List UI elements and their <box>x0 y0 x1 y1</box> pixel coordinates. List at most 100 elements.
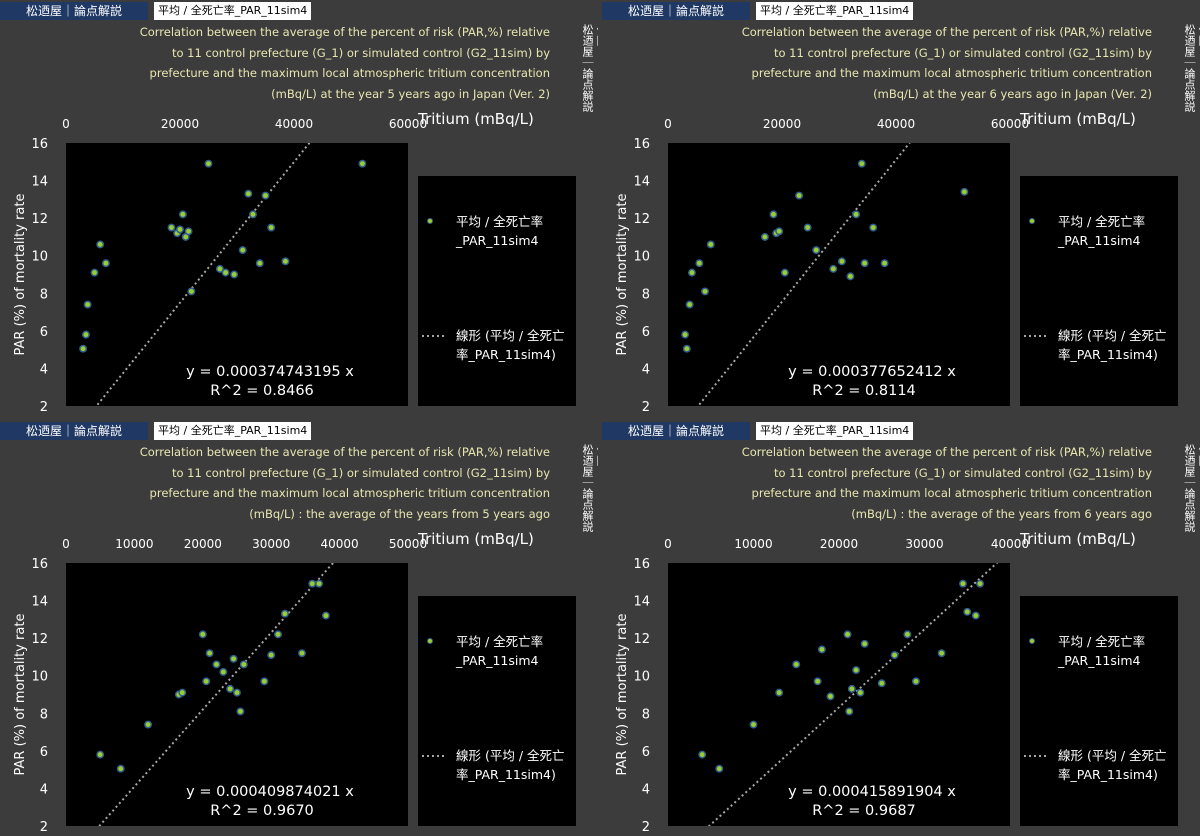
x-tick-label: 30000 <box>905 537 943 551</box>
y-tick-label: 14 <box>31 595 48 610</box>
y-tick-label: 16 <box>31 557 48 572</box>
x-tick-label: 20000 <box>820 537 858 551</box>
r-squared-label: R^2 = 0.8466 <box>210 383 314 399</box>
y-tick-label: 8 <box>40 287 48 302</box>
y-axis-label: PAR (%) of mortality rate <box>13 614 28 776</box>
data-point <box>775 227 784 236</box>
data-point <box>795 191 804 200</box>
chart-title-line: Correlation between the average of the p… <box>741 25 1152 39</box>
legend: 平均 / 全死亡率_PAR_11sim4 線形 (平均 / 全死亡率_PAR_11… <box>418 596 576 826</box>
data-point <box>812 246 821 255</box>
y-tick-label: 4 <box>642 782 650 797</box>
data-point <box>860 259 869 268</box>
y-tick-label: 10 <box>633 250 650 265</box>
y-tick-label: 8 <box>642 287 650 302</box>
data-point <box>226 684 235 693</box>
y-tick-label: 14 <box>633 595 650 610</box>
data-point <box>229 654 238 663</box>
y-tick-label: 12 <box>633 632 650 647</box>
side-source-note: PAR of death rates in each prefecture (1… <box>1183 444 1200 532</box>
r-squared-label: R^2 = 0.9687 <box>812 803 916 819</box>
legend-trendline-label: 線形 (平均 / 全死亡率_PAR_11sim4) <box>456 328 565 362</box>
brand-label: 松迺屋｜論点解説 <box>602 2 750 20</box>
y-tick-label: 4 <box>40 782 48 797</box>
data-point <box>230 270 239 279</box>
chart-title: Correlation between the average of the p… <box>712 442 1152 524</box>
chart-title-line: Correlation between the average of the p… <box>741 445 1152 459</box>
data-point <box>315 579 324 588</box>
chart-title: Correlation between the average of the p… <box>110 22 550 104</box>
data-point <box>826 692 835 701</box>
trendline <box>98 563 335 826</box>
legend-trendline-label: 線形 (平均 / 全死亡率_PAR_11sim4) <box>1058 328 1167 362</box>
legend-marker-series <box>427 218 433 224</box>
r-squared-label: R^2 = 0.8114 <box>812 383 916 399</box>
data-point <box>960 187 969 196</box>
r-squared-label: R^2 = 0.9670 <box>210 803 314 819</box>
data-point <box>308 579 317 588</box>
data-point <box>239 660 248 669</box>
data-point <box>261 191 270 200</box>
legend-marker-series <box>1029 218 1035 224</box>
data-point <box>837 257 846 266</box>
y-axis-label: PAR (%) of mortality rate <box>615 194 630 356</box>
data-point <box>178 210 187 219</box>
chart-title-line: to 11 control prefecture (G_1) or simula… <box>171 465 550 480</box>
x-tick-label: 10000 <box>115 537 153 551</box>
data-point <box>959 579 967 588</box>
data-point <box>860 639 869 648</box>
data-point <box>845 707 854 716</box>
y-axis-label: PAR (%) of mortality rate <box>13 194 28 356</box>
data-point <box>685 300 694 309</box>
data-point <box>116 764 125 773</box>
x-tick-label: 50000 <box>389 537 427 551</box>
y-tick-label: 12 <box>31 632 48 647</box>
data-point <box>843 630 852 639</box>
trendline <box>696 143 911 406</box>
data-point <box>856 688 865 697</box>
data-point <box>205 649 214 658</box>
data-point <box>358 159 367 168</box>
legend: 平均 / 全死亡率_PAR_11sim4 線形 (平均 / 全死亡率_PAR_11… <box>418 176 576 406</box>
series-tab: 平均 / 全死亡率_PAR_11sim4 <box>154 422 312 440</box>
y-tick-label: 8 <box>642 707 650 722</box>
data-point <box>877 679 886 688</box>
data-point <box>847 684 856 693</box>
trendline <box>707 563 999 826</box>
y-tick-label: 10 <box>31 670 48 685</box>
brand-label: 松迺屋｜論点解説 <box>0 422 148 440</box>
data-point <box>912 677 920 686</box>
chart-panel-1: 松迺屋｜論点解説 平均 / 全死亡率_PAR_11sim4 Correlation … <box>602 0 1200 416</box>
y-tick-label: 6 <box>642 325 650 340</box>
data-point <box>817 645 826 654</box>
legend: 平均 / 全死亡率_PAR_11sim4 線形 (平均 / 全死亡率_PAR_11… <box>1020 596 1178 826</box>
legend: 平均 / 全死亡率_PAR_11sim4 線形 (平均 / 全死亡率_PAR_11… <box>1020 176 1178 406</box>
data-point <box>144 720 153 729</box>
data-point <box>204 159 213 168</box>
trendline-equation: y = 0.000415891904 x <box>788 784 956 800</box>
x-tick-label: 60000 <box>389 117 427 131</box>
data-point <box>695 259 704 268</box>
data-point <box>249 210 257 219</box>
data-point <box>780 268 789 277</box>
data-point <box>187 287 196 296</box>
data-point <box>238 246 247 255</box>
data-point <box>82 330 90 339</box>
side-source-note: PAR of death rates in each prefecture (1… <box>581 24 598 112</box>
brand-label: 松迺屋｜論点解説 <box>0 2 148 20</box>
chart-panel-0: 松迺屋｜論点解説 平均 / 全死亡率_PAR_11sim4 Correlation … <box>0 0 598 416</box>
data-point <box>813 677 822 686</box>
side-source-note: PAR of death rates in each prefecture (1… <box>1183 24 1200 112</box>
data-point <box>233 688 241 697</box>
data-point <box>101 259 110 268</box>
data-point <box>769 210 778 219</box>
data-point <box>971 611 980 620</box>
y-tick-label: 16 <box>633 557 650 572</box>
y-tick-label: 16 <box>31 137 48 152</box>
y-tick-label: 10 <box>633 670 650 685</box>
chart-title-line: (mBq/L) : the average of the years from … <box>249 506 550 521</box>
chart-title-line: to 11 control prefecture (G_1) or simula… <box>773 45 1152 60</box>
x-axis-label: Tritium (mBq/L) <box>1019 530 1136 548</box>
